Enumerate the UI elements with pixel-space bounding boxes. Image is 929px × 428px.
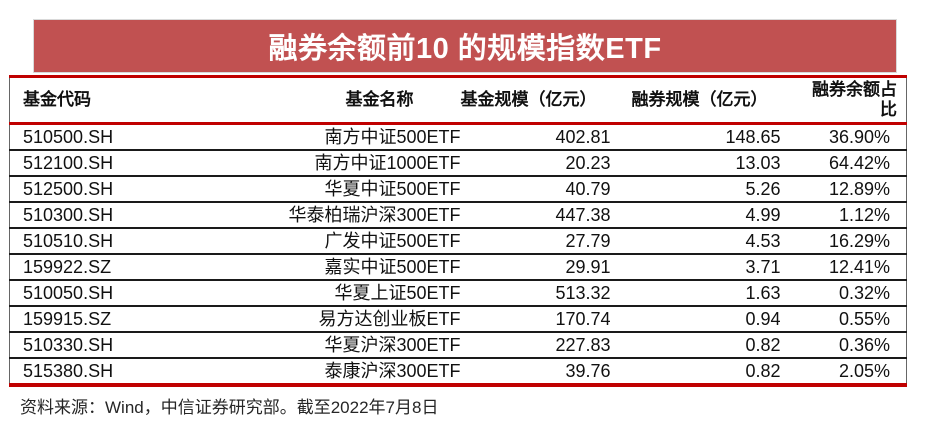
etf-table: 基金代码 基金名称 基金规模（亿元） 融券规模（亿元） 融券余额占比 51050… <box>9 75 907 387</box>
cell-fund-code: 510050.SH <box>9 280 250 307</box>
cell-lending-size: 1.63 <box>610 280 781 307</box>
table-row: 510510.SH 广发中证500ETF 27.79 4.53 16.29% <box>9 228 907 255</box>
cell-fund-size: 40.79 <box>460 176 611 203</box>
col-header-lending-ratio-label: 融券余额占比 <box>812 80 897 119</box>
cell-fund-size: 39.76 <box>460 358 611 387</box>
cell-lending-size: 0.82 <box>610 332 781 359</box>
cell-lending-size: 4.99 <box>610 202 781 229</box>
cell-lending-size: 4.53 <box>610 228 781 255</box>
cell-fund-code: 515380.SH <box>9 358 250 387</box>
table-row: 510500.SH 南方中证500ETF 402.81 148.65 36.90… <box>9 123 907 151</box>
cell-fund-size: 29.91 <box>460 254 611 281</box>
table-row: 159922.SZ 嘉实中证500ETF 29.91 3.71 12.41% <box>9 254 907 281</box>
cell-lending-size: 0.82 <box>610 358 781 387</box>
table-title: 融券余额前10 的规模指数ETF <box>268 33 662 65</box>
table-row: 515380.SH 泰康沪深300ETF 39.76 0.82 2.05% <box>9 358 907 387</box>
cell-fund-code: 512500.SH <box>9 176 250 203</box>
col-header-fund-size: 基金规模（亿元） <box>460 75 611 125</box>
cell-fund-name: 华泰柏瑞沪深300ETF <box>249 202 461 229</box>
cell-lending-ratio: 0.36% <box>780 332 907 359</box>
cell-lending-ratio: 1.12% <box>780 202 907 229</box>
cell-lending-size: 13.03 <box>610 150 781 177</box>
cell-fund-code: 510500.SH <box>9 123 250 151</box>
table-row: 510300.SH 华泰柏瑞沪深300ETF 447.38 4.99 1.12% <box>9 202 907 229</box>
col-header-lending-ratio: 融券余额占比 <box>780 75 907 125</box>
cell-lending-ratio: 0.55% <box>780 306 907 333</box>
cell-fund-size: 447.38 <box>460 202 611 229</box>
table-row: 159915.SZ 易方达创业板ETF 170.74 0.94 0.55% <box>9 306 907 333</box>
cell-fund-name: 南方中证500ETF <box>249 123 461 151</box>
cell-fund-name: 泰康沪深300ETF <box>249 358 461 387</box>
cell-lending-ratio: 0.32% <box>780 280 907 307</box>
cell-fund-size: 227.83 <box>460 332 611 359</box>
cell-fund-code: 510300.SH <box>9 202 250 229</box>
source-note: 资料来源：Wind，中信证券研究部。截至2022年7月8日 <box>20 398 439 417</box>
cell-fund-code: 159922.SZ <box>9 254 250 281</box>
cell-fund-code: 512100.SH <box>9 150 250 177</box>
cell-fund-size: 513.32 <box>460 280 611 307</box>
cell-fund-name: 南方中证1000ETF <box>249 150 461 177</box>
cell-lending-ratio: 2.05% <box>780 358 907 387</box>
cell-lending-ratio: 36.90% <box>780 123 907 151</box>
col-header-fund-code: 基金代码 <box>9 75 250 125</box>
cell-fund-size: 402.81 <box>460 123 611 151</box>
cell-lending-size: 5.26 <box>610 176 781 203</box>
cell-fund-code: 159915.SZ <box>9 306 250 333</box>
cell-lending-size: 3.71 <box>610 254 781 281</box>
cell-fund-size: 27.79 <box>460 228 611 255</box>
header-row: 基金代码 基金名称 基金规模（亿元） 融券规模（亿元） 融券余额占比 <box>9 75 907 125</box>
cell-lending-ratio: 12.41% <box>780 254 907 281</box>
col-header-lending-size: 融券规模（亿元） <box>610 75 781 125</box>
table-row: 510050.SH 华夏上证50ETF 513.32 1.63 0.32% <box>9 280 907 307</box>
table-row: 510330.SH 华夏沪深300ETF 227.83 0.82 0.36% <box>9 332 907 359</box>
cell-fund-size: 170.74 <box>460 306 611 333</box>
table-row: 512500.SH 华夏中证500ETF 40.79 5.26 12.89% <box>9 176 907 203</box>
cell-fund-code: 510510.SH <box>9 228 250 255</box>
cell-fund-name: 嘉实中证500ETF <box>249 254 461 281</box>
cell-lending-size: 0.94 <box>610 306 781 333</box>
cell-fund-code: 510330.SH <box>9 332 250 359</box>
cell-fund-name: 华夏上证50ETF <box>249 280 461 307</box>
cell-lending-size: 148.65 <box>610 123 781 151</box>
cell-fund-name: 易方达创业板ETF <box>249 306 461 333</box>
cell-fund-size: 20.23 <box>460 150 611 177</box>
cell-fund-name: 华夏中证500ETF <box>249 176 461 203</box>
cell-lending-ratio: 12.89% <box>780 176 907 203</box>
cell-lending-ratio: 64.42% <box>780 150 907 177</box>
col-header-fund-name: 基金名称 <box>249 75 461 125</box>
table-title-banner: 融券余额前10 的规模指数ETF <box>33 19 897 73</box>
table-row: 512100.SH 南方中证1000ETF 20.23 13.03 64.42% <box>9 150 907 177</box>
cell-fund-name: 广发中证500ETF <box>249 228 461 255</box>
cell-lending-ratio: 16.29% <box>780 228 907 255</box>
cell-fund-name: 华夏沪深300ETF <box>249 332 461 359</box>
